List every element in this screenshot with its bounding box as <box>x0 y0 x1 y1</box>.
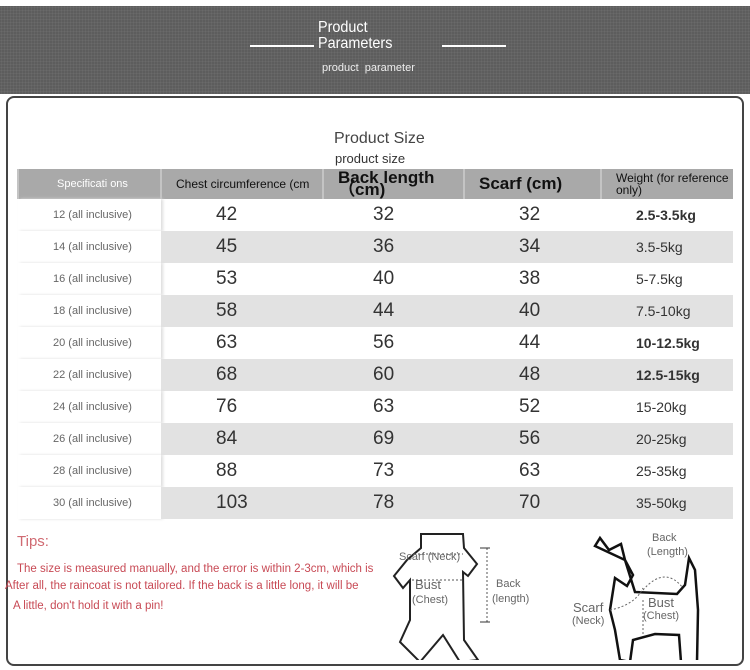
weight-cell: 2.5-3.5kg <box>636 207 696 223</box>
table-row: 26 (all inclusive) 84 69 56 20-25kg <box>18 423 733 455</box>
weight-cell: 7.5-10kg <box>601 295 733 327</box>
scarf-cell: 52 <box>519 396 541 417</box>
table-row: 30 (all inclusive) 103 78 70 35-50kg <box>18 487 733 519</box>
size-cell: 12 (all inclusive) <box>18 199 161 231</box>
size-cell: 20 (all inclusive) <box>18 327 161 359</box>
table-row: 12 (all inclusive) 42 32 32 2.5-3.5kg <box>18 199 733 231</box>
weight-cell: 10-12.5kg <box>636 335 700 351</box>
size-cell: 14 (all inclusive) <box>18 231 161 263</box>
divider <box>442 45 506 47</box>
size-cell: 30 (all inclusive) <box>18 487 161 519</box>
chest-cell: 103 <box>161 487 323 519</box>
size-cell: 16 (all inclusive) <box>18 263 161 295</box>
chest-cell: 42 <box>216 204 238 225</box>
header-spec: Specificati ons <box>17 169 161 199</box>
size-table: Specificati ons Chest circumference (cm … <box>17 169 733 519</box>
back-cell: 63 <box>373 396 395 417</box>
table-row: 14 (all inclusive) 45 36 34 3.5-5kg <box>18 231 733 263</box>
back-cell: 36 <box>323 231 464 263</box>
header-weight: Weight (for reference only) <box>600 169 733 199</box>
label-chest: (Chest) <box>412 594 449 606</box>
weight-cell: 12.5-15kg <box>601 359 733 391</box>
size-cell: 26 (all inclusive) <box>18 423 161 455</box>
chest-cell: 88 <box>216 460 238 481</box>
weight-cell: 3.5-5kg <box>601 231 733 263</box>
back-cell: 40 <box>373 268 395 289</box>
label-length: (length) <box>492 593 530 605</box>
size-cell: 22 (all inclusive) <box>18 359 161 391</box>
label-bust: Bust <box>415 577 442 592</box>
table-row: 18 (all inclusive) 58 44 40 7.5-10kg <box>18 295 733 327</box>
weight-cell: 5-7.5kg <box>636 271 683 287</box>
weight-cell: 20-25kg <box>601 423 733 455</box>
size-cell: 28 (all inclusive) <box>18 455 161 487</box>
banner: Product Parameters product parameter <box>0 6 750 94</box>
back-cell: 32 <box>373 204 395 225</box>
weight-cell: 35-50kg <box>601 487 733 519</box>
scarf-cell: 38 <box>519 268 541 289</box>
scarf-cell: 32 <box>519 204 541 225</box>
header-chest: Chest circumference (cm <box>160 169 323 199</box>
banner-title: Product Parameters <box>318 19 393 52</box>
label-dog-back: Back <box>652 532 677 544</box>
back-cell: 69 <box>323 423 464 455</box>
label-scarf-neck: Scarf (Neck) <box>399 551 461 563</box>
scarf-cell: 48 <box>464 359 601 391</box>
label-back: Back <box>496 578 521 590</box>
clothes-diagram-icon <box>392 533 490 660</box>
chest-cell: 45 <box>161 231 323 263</box>
header-scarf: Scarf (cm) <box>463 169 601 199</box>
tip-line: After all, the raincoat is not tailored.… <box>5 580 359 592</box>
chest-cell: 53 <box>216 268 238 289</box>
label-dog-bust: Bust <box>648 595 675 610</box>
label-dog-scarf: Scarf <box>573 600 604 615</box>
chest-cell: 84 <box>161 423 323 455</box>
scarf-cell: 44 <box>519 332 541 353</box>
size-cell: 24 (all inclusive) <box>18 391 161 423</box>
table-row: 20 (all inclusive) 63 56 44 10-12.5kg <box>18 327 733 359</box>
chest-cell: 68 <box>161 359 323 391</box>
scarf-cell: 70 <box>464 487 601 519</box>
scarf-cell: 63 <box>519 460 541 481</box>
back-cell: 73 <box>373 460 395 481</box>
chest-cell: 76 <box>216 396 238 417</box>
back-cell: 56 <box>373 332 395 353</box>
back-cell: 44 <box>323 295 464 327</box>
tip-line: A little, don't hold it with a pin! <box>13 600 164 612</box>
header-back: Back length（cm) <box>322 169 464 199</box>
table-row: 22 (all inclusive) 68 60 48 12.5-15kg <box>18 359 733 391</box>
banner-subtitle: product parameter <box>322 62 415 74</box>
back-cell: 78 <box>323 487 464 519</box>
weight-cell: 15-20kg <box>636 399 687 415</box>
scarf-cell: 56 <box>464 423 601 455</box>
scarf-cell: 34 <box>464 231 601 263</box>
table-row: 16 (all inclusive) 53 40 38 5-7.5kg <box>18 263 733 295</box>
tips-title: Tips: <box>17 533 49 550</box>
back-cell: 60 <box>323 359 464 391</box>
label-dog-chest: (Chest) <box>643 610 680 622</box>
chest-cell: 58 <box>161 295 323 327</box>
label-dog-neck: (Neck) <box>572 615 605 627</box>
dog-diagram-icon <box>593 535 700 660</box>
size-cell: 18 (all inclusive) <box>18 295 161 327</box>
scarf-cell: 40 <box>464 295 601 327</box>
tip-line: The size is measured manually, and the e… <box>17 563 374 575</box>
section-subtitle: product size <box>335 151 406 166</box>
chest-cell: 63 <box>216 332 238 353</box>
weight-cell: 25-35kg <box>636 463 687 479</box>
table-row: 28 (all inclusive) 88 73 63 25-35kg <box>18 455 733 487</box>
divider <box>250 45 314 47</box>
section-title: Product Size <box>334 130 425 147</box>
label-dog-length: (Length) <box>647 546 688 558</box>
table-row: 24 (all inclusive) 76 63 52 15-20kg <box>18 391 733 423</box>
